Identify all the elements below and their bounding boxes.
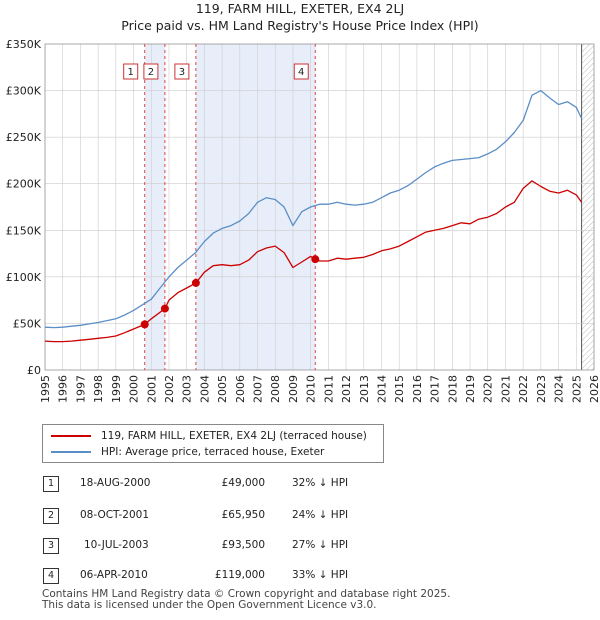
sale-price: £49,000 xyxy=(221,477,265,489)
x-tick-label: 2002 xyxy=(163,375,176,403)
legend-label-hpi: HPI: Average price, terraced house, Exet… xyxy=(101,446,325,458)
x-tick-label: 2006 xyxy=(234,375,247,403)
hpi-line xyxy=(44,89,583,329)
y-tick-label: £200K xyxy=(6,178,42,191)
x-tick-label: 1999 xyxy=(110,375,123,403)
legend-swatch-property xyxy=(51,435,91,437)
x-tick-label: 2013 xyxy=(358,375,371,403)
x-tick-label: 2008 xyxy=(269,375,282,403)
x-tick-label: 2001 xyxy=(145,375,158,403)
x-tick-label: 2011 xyxy=(322,375,335,403)
plot-frame xyxy=(44,43,595,371)
sale-date: 18-AUG-2000 xyxy=(80,477,151,489)
y-tick-label: £50K xyxy=(13,317,42,330)
x-tick-label: 2010 xyxy=(305,375,318,403)
x-tick-label: 2017 xyxy=(429,375,442,403)
x-tick-label: 2015 xyxy=(393,375,406,403)
y-tick-label: £150K xyxy=(6,224,42,237)
sale-date: 10-JUL-2003 xyxy=(84,539,149,551)
x-tick-label: 2007 xyxy=(252,375,265,403)
legend-item-hpi: HPI: Average price, terraced house, Exet… xyxy=(51,444,324,460)
x-tick-label: 2018 xyxy=(446,375,459,403)
sale-point xyxy=(160,304,169,313)
x-tick-label: 2019 xyxy=(464,375,477,403)
sale-hpi-diff: 27% ↓ HPI xyxy=(292,539,349,551)
x-tick-label: 1995 xyxy=(39,375,52,403)
x-tick-label: 2024 xyxy=(553,375,566,403)
sale-marker-label: 3 xyxy=(179,67,185,78)
y-tick-label: £350K xyxy=(6,38,42,51)
footer-license: This data is licensed under the Open Gov… xyxy=(42,599,377,611)
shaded-range xyxy=(195,44,316,370)
x-tick-label: 2023 xyxy=(535,375,548,403)
y-tick-label: £300K xyxy=(6,85,42,98)
sale-number: 3 xyxy=(43,538,59,554)
sale-marker-box xyxy=(293,63,309,80)
sale-number: 2 xyxy=(43,508,59,524)
sale-date: 06-APR-2010 xyxy=(80,569,148,581)
sale-number: 1 xyxy=(43,476,59,492)
sale-hpi-diff: 24% ↓ HPI xyxy=(292,509,349,521)
chart-subtitle: Price paid vs. HM Land Registry's House … xyxy=(121,18,479,33)
x-tick-label: 2014 xyxy=(375,375,388,403)
sale-point xyxy=(191,278,200,287)
footer-copyright: Contains HM Land Registry data © Crown c… xyxy=(42,588,451,600)
sale-date: 08-OCT-2001 xyxy=(80,509,149,521)
x-tick-label: 2025 xyxy=(570,375,583,403)
x-tick-label: 2000 xyxy=(128,375,141,403)
x-tick-label: 2022 xyxy=(517,375,530,403)
legend-swatch-hpi xyxy=(51,451,91,453)
x-tick-label: 2020 xyxy=(482,375,495,403)
x-tick-label: 1998 xyxy=(92,375,105,403)
sale-point xyxy=(311,255,320,264)
legend-label-property: 119, FARM HILL, EXETER, EX4 2LJ (terrace… xyxy=(101,430,367,442)
sale-marker-label: 2 xyxy=(148,67,154,78)
x-tick-label: 2005 xyxy=(216,375,229,403)
x-tick-label: 1997 xyxy=(74,375,87,403)
sale-price: £65,950 xyxy=(221,509,265,521)
y-tick-label: £250K xyxy=(6,131,42,144)
table-row: 4 06-APR-2010 £119,000 33% ↓ HPI xyxy=(42,567,582,585)
x-tick-label: 2003 xyxy=(181,375,194,403)
price-chart: £0 £50K £100K £150K £200K £250K £300K £350K 1995… xyxy=(6,38,600,403)
y-tick-label: £0 xyxy=(27,364,41,377)
x-tick-label: 2004 xyxy=(198,375,211,403)
table-row: 3 10-JUL-2003 £93,500 27% ↓ HPI xyxy=(42,537,582,555)
sale-marker-box xyxy=(143,63,159,80)
sale-point xyxy=(140,320,149,329)
x-tick-label: 2016 xyxy=(411,375,424,403)
sale-price: £119,000 xyxy=(214,569,265,581)
x-tick-label: 2026 xyxy=(588,375,600,403)
sale-price: £93,500 xyxy=(221,539,265,551)
x-tick-label: 2012 xyxy=(340,375,353,403)
legend: 119, FARM HILL, EXETER, EX4 2LJ (terrace… xyxy=(42,424,384,463)
sale-marker-label: 1 xyxy=(128,67,134,78)
table-row: 1 18-AUG-2000 £49,000 32% ↓ HPI xyxy=(42,475,582,493)
x-tick-label: 2021 xyxy=(499,375,512,403)
future-hatch xyxy=(581,44,594,370)
table-row: 2 08-OCT-2001 £65,950 24% ↓ HPI xyxy=(42,507,582,525)
sale-marker-box xyxy=(174,63,190,80)
sale-number: 4 xyxy=(43,568,59,584)
y-tick-label: £100K xyxy=(6,271,42,284)
legend-item-property: 119, FARM HILL, EXETER, EX4 2LJ (terrace… xyxy=(51,428,367,444)
x-tick-label: 1996 xyxy=(57,375,70,403)
sale-marker-box xyxy=(123,63,139,80)
sale-marker-label: 4 xyxy=(298,67,304,78)
sale-hpi-diff: 33% ↓ HPI xyxy=(292,569,349,581)
plot-background xyxy=(45,44,594,370)
chart-title: 119, FARM HILL, EXETER, EX4 2LJ xyxy=(195,1,405,16)
x-tick-label: 2009 xyxy=(287,375,300,403)
sale-hpi-diff: 32% ↓ HPI xyxy=(292,477,349,489)
footer: Contains HM Land Registry data © Crown c… xyxy=(42,589,450,611)
